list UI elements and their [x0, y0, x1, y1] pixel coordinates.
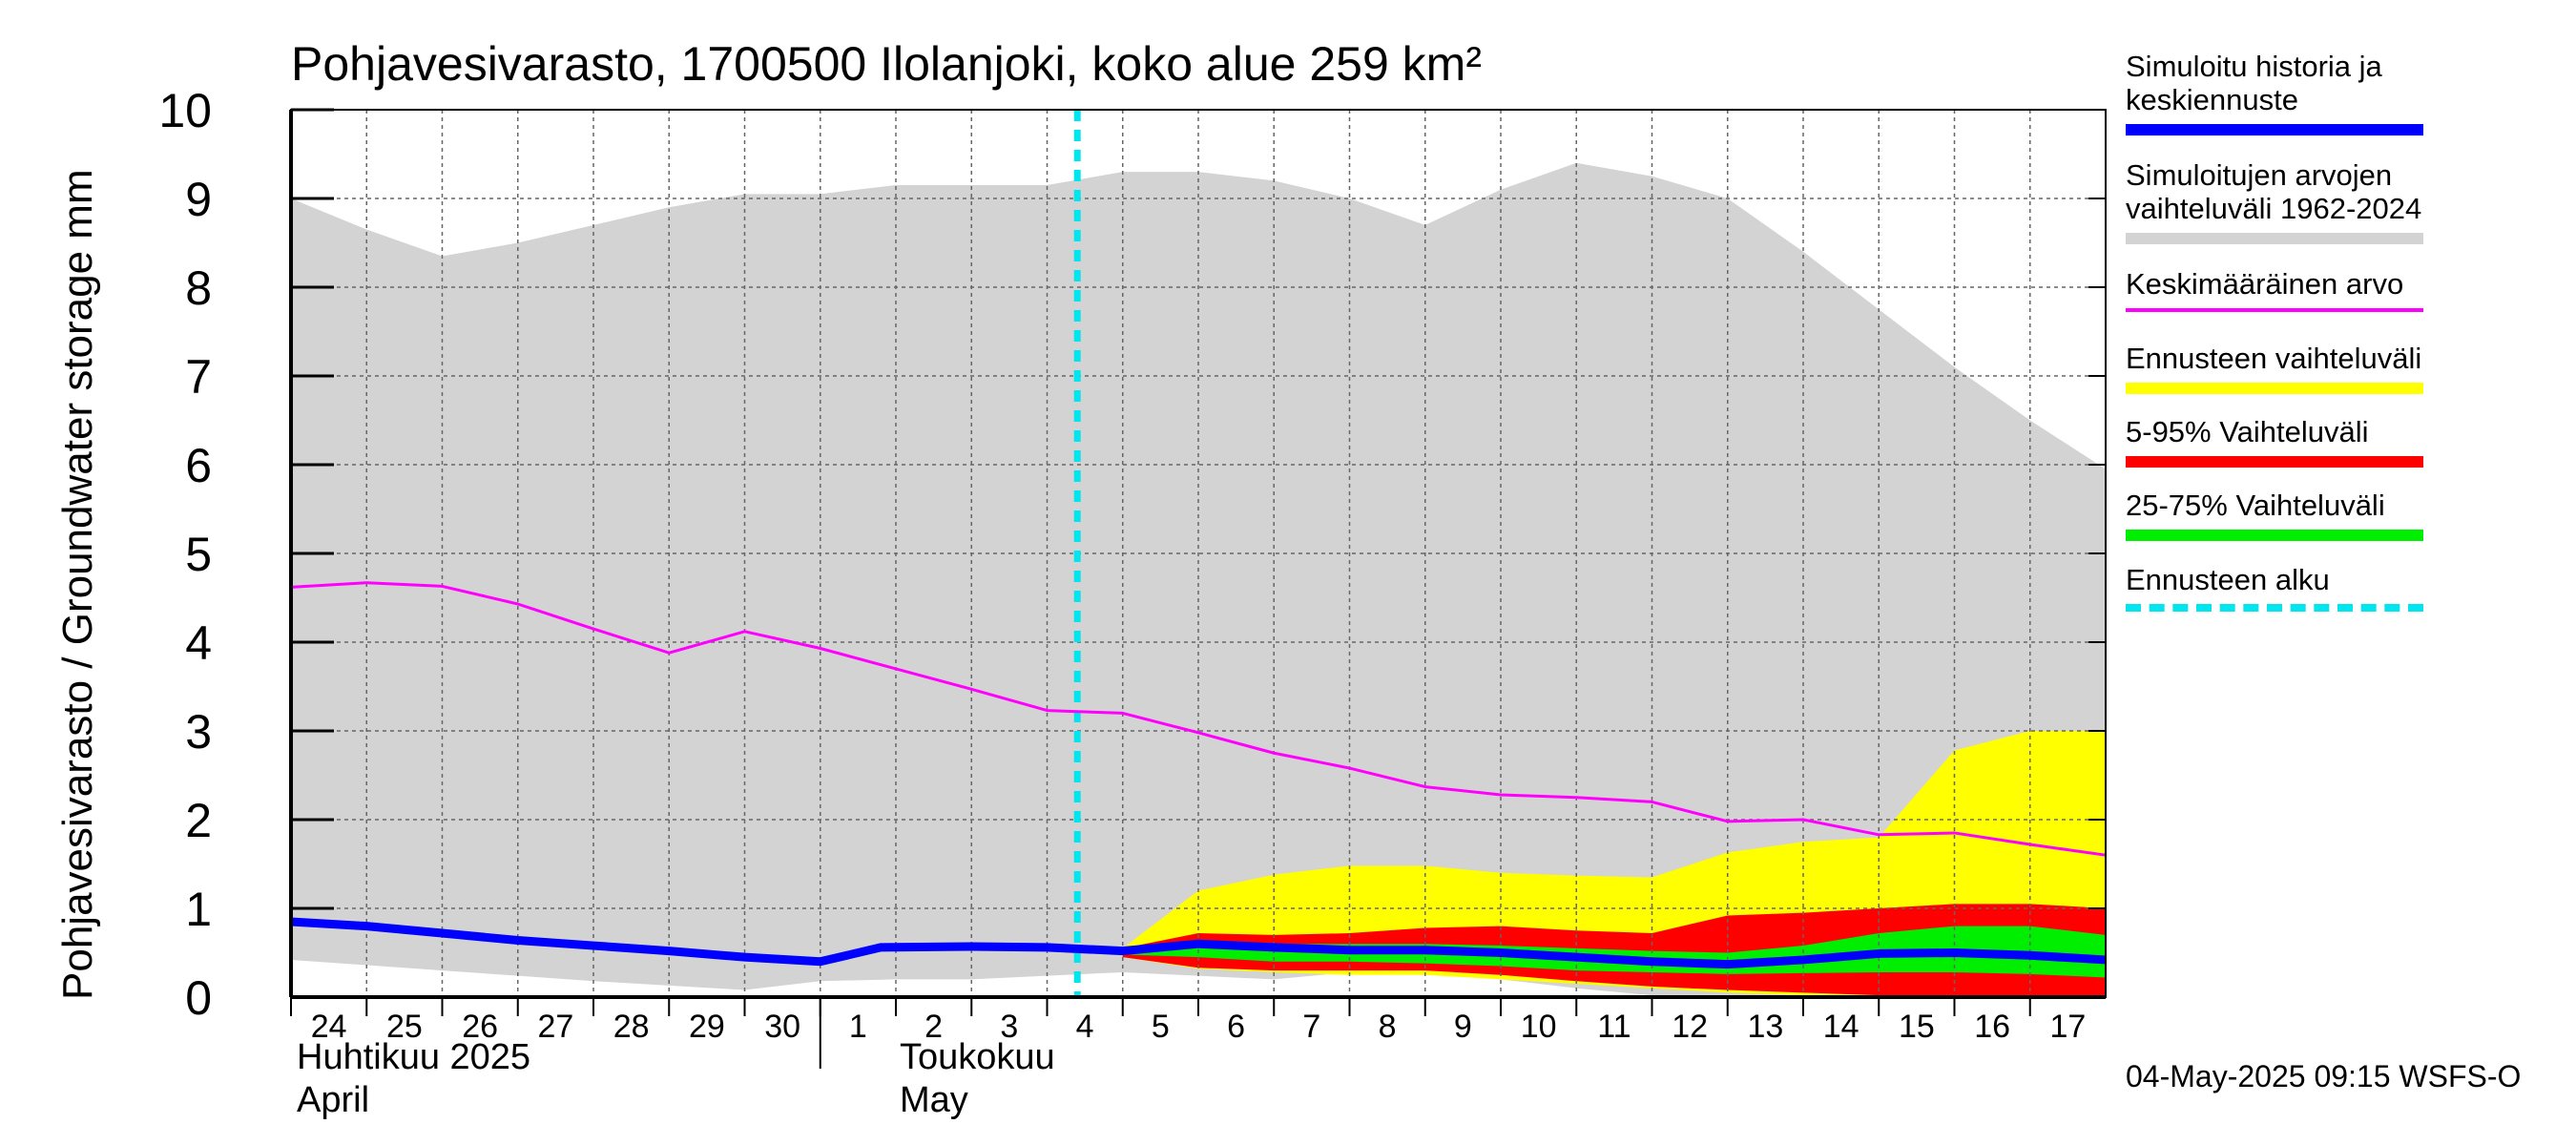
- x-tick-label: 16: [1974, 1009, 2010, 1045]
- x-tick-label: 6: [1227, 1009, 1245, 1045]
- x-tick-label: 28: [613, 1009, 650, 1045]
- chart-title: Pohjavesivarasto, 1700500 Ilolanjoki, ko…: [291, 37, 1482, 91]
- x-tick-label: 12: [1672, 1009, 1708, 1045]
- legend-label: Simuloitujen arvojen vaihteluväli 1962-2…: [2126, 158, 2422, 225]
- band-3: [1122, 926, 2106, 978]
- month-label-fi: Huhtikuu 2025: [297, 1037, 530, 1077]
- y-axis-label: Pohjavesivarasto / Groundwater storage m…: [54, 169, 101, 1000]
- legend-label: Keskimääräinen arvo: [2126, 267, 2404, 301]
- x-tick-label: 10: [1521, 1009, 1557, 1045]
- legend-swatch: [2126, 233, 2423, 244]
- legend-item: Keskimääräinen arvo: [2126, 267, 2565, 312]
- legend-swatch: [2126, 383, 2423, 394]
- month-label-en: May: [900, 1080, 968, 1120]
- legend-label: Ennusteen alku: [2126, 563, 2330, 596]
- legend-swatch: [2126, 604, 2423, 612]
- series-line-4: [290, 581, 2107, 857]
- x-tick-label: 1: [849, 1009, 867, 1045]
- x-tick-label: 15: [1899, 1009, 1935, 1045]
- footer-timestamp: 04-May-2025 09:15 WSFS-O: [2126, 1059, 2522, 1093]
- x-tick-label: 2: [924, 1009, 943, 1045]
- x-tick-label: 8: [1379, 1009, 1397, 1045]
- y-tick-label: 5: [185, 528, 212, 581]
- legend-swatch: [2126, 456, 2423, 468]
- x-tick-label: 14: [1823, 1009, 1859, 1045]
- chart-lines: [290, 581, 2107, 969]
- legend-swatch: [2126, 308, 2423, 312]
- y-tick-label: 10: [158, 84, 212, 137]
- x-tick-label: 9: [1454, 1009, 1472, 1045]
- legend-item: Ennusteen alku: [2126, 563, 2565, 612]
- legend-swatch: [2126, 124, 2423, 135]
- series-line-5: [290, 917, 2107, 969]
- y-tick-label: 2: [185, 794, 212, 847]
- y-tick-label: 7: [185, 350, 212, 404]
- legend-label: Ennusteen vaihteluväli: [2126, 342, 2422, 375]
- legend-label: 25-75% Vaihteluväli: [2126, 489, 2385, 522]
- x-tick-label: 29: [689, 1009, 725, 1045]
- y-tick-label: 4: [185, 616, 212, 670]
- x-tick-label: 13: [1747, 1009, 1783, 1045]
- legend-item: Ennusteen vaihteluväli: [2126, 342, 2565, 394]
- x-tick-label: 7: [1302, 1009, 1320, 1045]
- month-label-en: April: [297, 1080, 369, 1120]
- x-tick-label: 5: [1152, 1009, 1170, 1045]
- month-label-fi: Toukokuu: [900, 1037, 1055, 1077]
- y-tick-label: 8: [185, 261, 212, 315]
- x-tick-label: 17: [2049, 1009, 2086, 1045]
- x-tick-label: 25: [386, 1009, 423, 1045]
- x-tick-label: 4: [1076, 1009, 1094, 1045]
- x-tick-label: 26: [462, 1009, 498, 1045]
- x-tick-label: 24: [311, 1009, 347, 1045]
- x-tick-label: 27: [537, 1009, 573, 1045]
- legend-label: Simuloitu historia ja keskiennuste: [2126, 50, 2382, 116]
- legend-swatch: [2126, 530, 2423, 541]
- x-tick-label: 3: [1000, 1009, 1018, 1045]
- legend-item: Simuloitujen arvojen vaihteluväli 1962-2…: [2126, 158, 2565, 244]
- y-tick-label: 0: [185, 971, 212, 1025]
- x-tick-label: 11: [1597, 1009, 1631, 1045]
- legend-item: 5-95% Vaihteluväli: [2126, 415, 2565, 468]
- x-tick-label: 30: [764, 1009, 800, 1045]
- y-tick-label: 6: [185, 439, 212, 492]
- y-tick-label: 9: [185, 173, 212, 226]
- y-tick-label: 1: [185, 883, 212, 936]
- legend-label: 5-95% Vaihteluväli: [2126, 415, 2369, 448]
- legend-item: 25-75% Vaihteluväli: [2126, 489, 2565, 541]
- y-tick-label: 3: [185, 705, 212, 759]
- legend-item: Simuloitu historia ja keskiennuste: [2126, 50, 2565, 135]
